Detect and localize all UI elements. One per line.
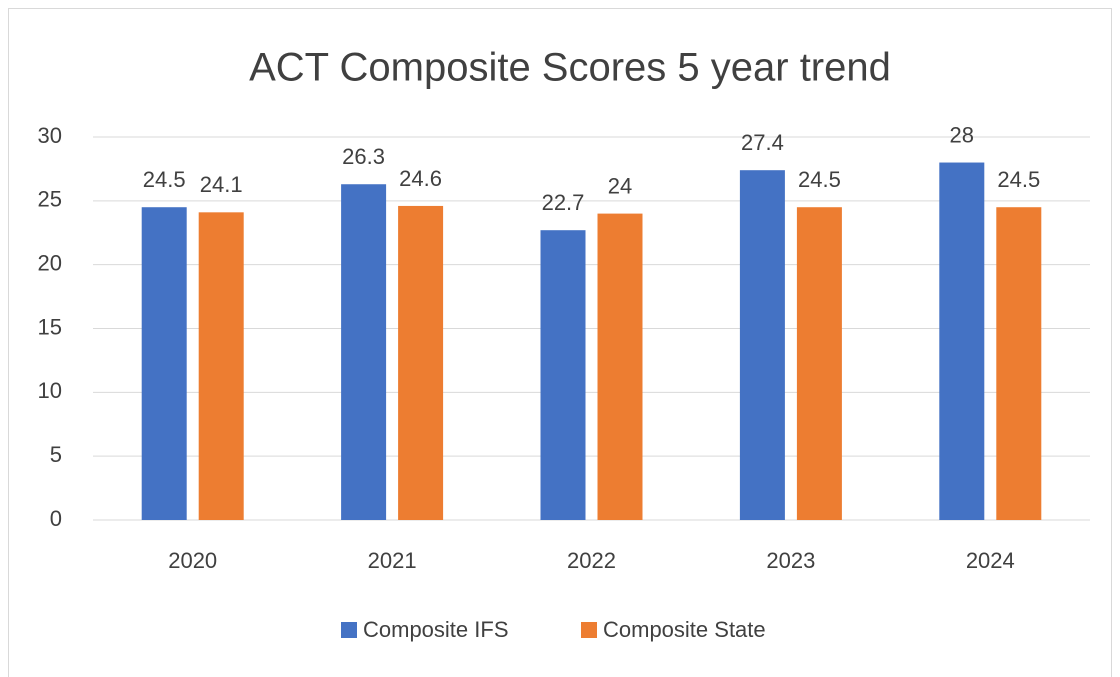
y-tick-label: 25	[38, 187, 62, 212]
chart-title: ACT Composite Scores 5 year trend	[249, 46, 891, 90]
data-label: 28	[950, 122, 974, 147]
y-tick-label: 5	[50, 442, 62, 467]
bar	[540, 230, 586, 521]
data-label: 24.5	[798, 167, 841, 192]
legend-swatch	[581, 622, 597, 638]
legend-label: Composite State	[603, 617, 766, 642]
x-tick-label: 2024	[966, 548, 1015, 573]
data-label: 24.5	[997, 167, 1040, 192]
bar	[141, 207, 187, 520]
bar	[796, 207, 842, 520]
bar	[198, 212, 244, 520]
bar	[398, 205, 444, 520]
bar	[996, 207, 1042, 520]
x-tick-label: 2020	[168, 548, 217, 573]
data-label: 26.3	[342, 144, 385, 169]
data-label: 24.1	[200, 172, 243, 197]
x-tick-label: 2021	[368, 548, 417, 573]
bar	[597, 213, 643, 520]
y-tick-label: 0	[50, 506, 62, 531]
bar	[341, 184, 387, 520]
bar	[939, 162, 985, 521]
y-tick-label: 10	[38, 378, 62, 403]
data-label: 24.6	[399, 166, 442, 191]
data-label: 24.5	[143, 167, 186, 192]
x-tick-label: 2022	[567, 548, 616, 573]
y-tick-label: 15	[38, 314, 62, 339]
y-tick-label: 30	[38, 123, 62, 148]
bar	[739, 170, 785, 520]
data-label: 27.4	[741, 130, 784, 155]
y-tick-label: 20	[38, 250, 62, 275]
legend-label: Composite IFS	[363, 617, 509, 642]
data-label: 22.7	[542, 190, 585, 215]
x-tick-label: 2023	[766, 548, 815, 573]
legend-swatch	[341, 622, 357, 638]
data-label: 24	[608, 173, 632, 198]
